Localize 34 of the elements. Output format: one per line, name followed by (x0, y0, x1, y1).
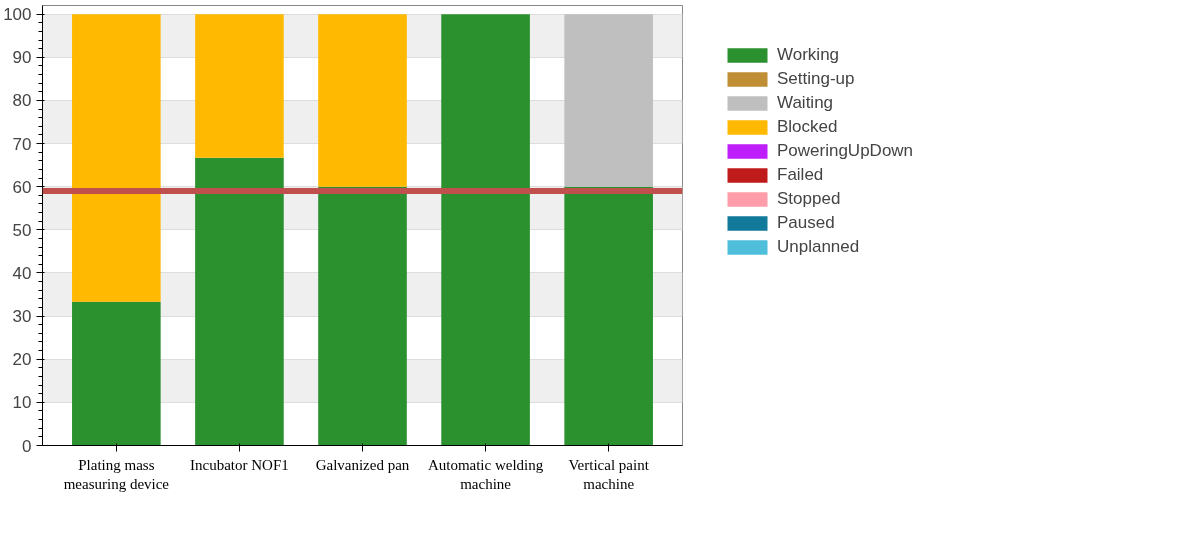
legend-label: Blocked (777, 117, 838, 137)
y-tick-label: 60 (12, 177, 32, 197)
legend-label: PoweringUpDown (777, 141, 914, 161)
y-tick-label: 40 (12, 263, 32, 283)
y-tick-label: 0 (22, 436, 32, 456)
legend-label: Failed (777, 165, 824, 185)
x-tick-label: Galvanized pan (315, 456, 410, 473)
bar (72, 14, 161, 302)
y-tick-label: 80 (12, 91, 32, 111)
bar (318, 186, 407, 446)
y-tick-label: 90 (12, 48, 32, 68)
legend-label: Waiting (777, 93, 834, 113)
y-tick-label: 50 (12, 220, 32, 240)
x-tick-label: Vertical paint machine (568, 456, 650, 492)
bar (441, 14, 530, 446)
bar (195, 157, 284, 446)
y-tick-label: 30 (12, 307, 32, 327)
bar (564, 14, 653, 187)
x-tick-label: Incubator NOF1 (190, 456, 289, 473)
legend-label: Unplanned (777, 237, 860, 257)
y-tick-label: 100 (3, 5, 32, 25)
y-tick-label: 70 (12, 134, 32, 154)
legend-label: Stopped (777, 189, 841, 209)
bar (318, 14, 407, 187)
legend-label: Setting-up (777, 69, 855, 89)
x-tick-label: Automatic welding machine (427, 456, 544, 492)
y-tick-label: 10 (12, 393, 32, 413)
bar (72, 301, 161, 446)
y-tick-label: 20 (12, 350, 32, 370)
x-tick-label: Plating mass measuring device (63, 456, 170, 492)
legend-label: Working (777, 45, 840, 65)
bar (564, 186, 653, 446)
bar (195, 14, 284, 158)
legend-label: Paused (777, 213, 835, 233)
